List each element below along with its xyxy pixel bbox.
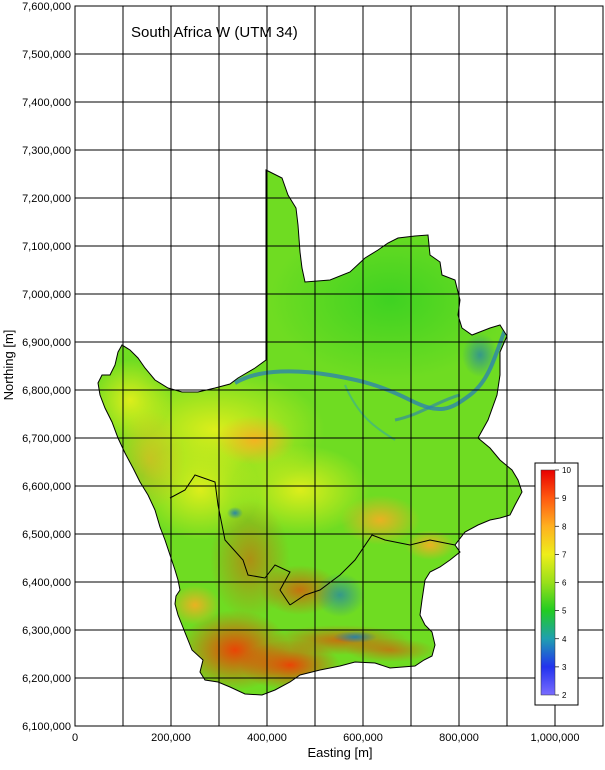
x-tick-label: 1,000,000 bbox=[531, 732, 580, 744]
colorbar-tick-label: 10 bbox=[562, 466, 571, 475]
x-tick-label: 800,000 bbox=[439, 732, 479, 744]
x-tick-label: 0 bbox=[72, 732, 78, 744]
colorbar-tick-label: 7 bbox=[562, 550, 567, 559]
y-tick-label: 6,700,000 bbox=[22, 433, 71, 445]
inner-boundary bbox=[169, 474, 291, 606]
y-axis-ticks: 7,600,000 7,500,000 7,400,000 7,300,000 7,20… bbox=[22, 1, 71, 733]
y-tick-label: 7,200,000 bbox=[22, 193, 71, 205]
x-tick-label: 200,000 bbox=[151, 732, 191, 744]
y-tick-label: 6,500,000 bbox=[22, 529, 71, 541]
y-tick-label: 7,300,000 bbox=[22, 145, 71, 157]
colorbar-legend: 10 9 8 7 6 5 4 3 2 bbox=[534, 462, 579, 706]
x-tick-label: 400,000 bbox=[247, 732, 287, 744]
y-tick-label: 7,100,000 bbox=[22, 241, 71, 253]
x-axis-label: Easting [m] bbox=[307, 745, 372, 760]
colorbar-tick-label: 6 bbox=[562, 579, 567, 588]
y-axis-label: Northing [m] bbox=[1, 330, 16, 401]
region-boundary bbox=[97, 169, 523, 696]
y-tick-label: 6,100,000 bbox=[22, 721, 71, 733]
x-axis-ticks: 0 200,000 400,000 600,000 800,000 1,000,000 bbox=[72, 732, 580, 744]
colorbar-tick-label: 2 bbox=[562, 691, 567, 700]
y-tick-label: 6,900,000 bbox=[22, 337, 71, 349]
y-tick-label: 7,500,000 bbox=[22, 49, 71, 61]
y-tick-label: 6,300,000 bbox=[22, 625, 71, 637]
colorbar-tick-label: 4 bbox=[562, 635, 567, 644]
colorbar-tick-label: 3 bbox=[562, 663, 567, 672]
x-tick-label: 600,000 bbox=[343, 732, 383, 744]
colorbar-ramp bbox=[540, 469, 556, 696]
y-tick-label: 6,400,000 bbox=[22, 577, 71, 589]
elevation-raster bbox=[97, 169, 523, 696]
colorbar-tick-label: 8 bbox=[562, 522, 567, 531]
y-tick-label: 6,200,000 bbox=[22, 673, 71, 685]
y-tick-label: 6,800,000 bbox=[22, 385, 71, 397]
y-tick-label: 7,600,000 bbox=[22, 1, 71, 13]
map-title: South Africa W (UTM 34) bbox=[131, 24, 298, 41]
y-tick-label: 7,400,000 bbox=[22, 97, 71, 109]
y-tick-label: 7,000,000 bbox=[22, 289, 71, 301]
y-tick-label: 6,600,000 bbox=[22, 481, 71, 493]
colorbar-tick-label: 5 bbox=[562, 607, 567, 616]
colorbar-ticks: 10 9 8 7 6 5 4 3 2 bbox=[555, 466, 571, 700]
plot-frame bbox=[74, 5, 604, 727]
colorbar-tick-label: 9 bbox=[562, 494, 567, 503]
